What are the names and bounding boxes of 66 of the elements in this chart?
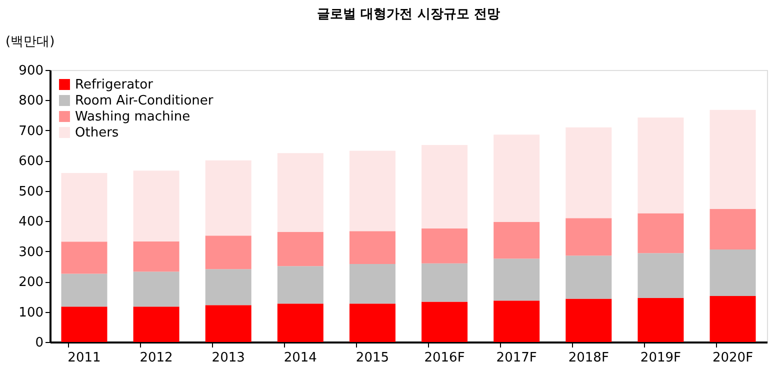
bar [710,250,756,296]
bar [133,170,180,242]
x-tick-label: 2017F [496,350,537,366]
bar [710,296,756,342]
x-tick-label: 2015 [356,350,390,366]
bar [205,305,252,342]
bar [566,256,612,299]
y-tick-label: 900 [18,64,44,78]
bar [277,266,324,304]
bar [205,160,252,236]
x-tick-label: 2011 [68,350,101,366]
bar [349,304,396,342]
bar [422,228,468,264]
bar [205,269,252,306]
bar [494,258,540,301]
y-tick-label: 600 [18,154,44,170]
bar [349,264,396,304]
y-tick-label: 800 [18,94,44,109]
bar [133,306,180,342]
bar [494,300,540,342]
y-tick-label: 300 [18,244,44,260]
chart-title: 글로벌 대형가전 시장규모 전망 [317,7,500,22]
bar [277,232,324,266]
y-tick-label: 200 [18,275,44,290]
bar [349,231,396,264]
bar [710,209,756,250]
x-tick-label: 2012 [140,350,173,366]
x-tick-label: 2019F [640,350,681,366]
bar [710,110,756,210]
bar [494,134,540,222]
x-tick-label: 2020F [712,350,754,366]
legend-label: Washing machine [75,110,190,124]
bar [638,298,684,342]
bar [566,298,612,342]
bar [133,241,180,272]
x-tick-label: 2014 [284,350,317,366]
bar [61,173,108,242]
bar [566,127,612,218]
bar [638,117,684,214]
bar [566,218,612,256]
legend-label: Refrigerator [75,78,154,92]
bar [422,263,468,302]
y-tick-label: 400 [18,214,44,230]
legend-label: Others [75,126,119,140]
x-tick-label: 2013 [212,350,245,366]
bar [422,144,468,228]
bar [61,274,108,307]
y-tick-label: 100 [18,305,44,320]
x-tick-label: 2018F [568,350,609,366]
bar [277,304,324,342]
x-tick-label: 2016F [424,350,465,366]
y-tick-label: 0 [35,336,44,350]
bar [638,253,684,298]
y-tick-label: 700 [18,124,44,139]
bar [494,222,540,259]
bar [349,150,396,232]
bar [133,272,180,307]
bar [61,242,108,274]
bar [277,153,324,232]
y-axis-title: (백만대) [6,34,55,50]
bar [61,306,108,342]
bar [422,302,468,342]
legend-label: Room Air-Conditioner [75,94,214,108]
bar [638,213,684,254]
bar [205,236,252,270]
y-tick-label: 500 [18,184,44,200]
